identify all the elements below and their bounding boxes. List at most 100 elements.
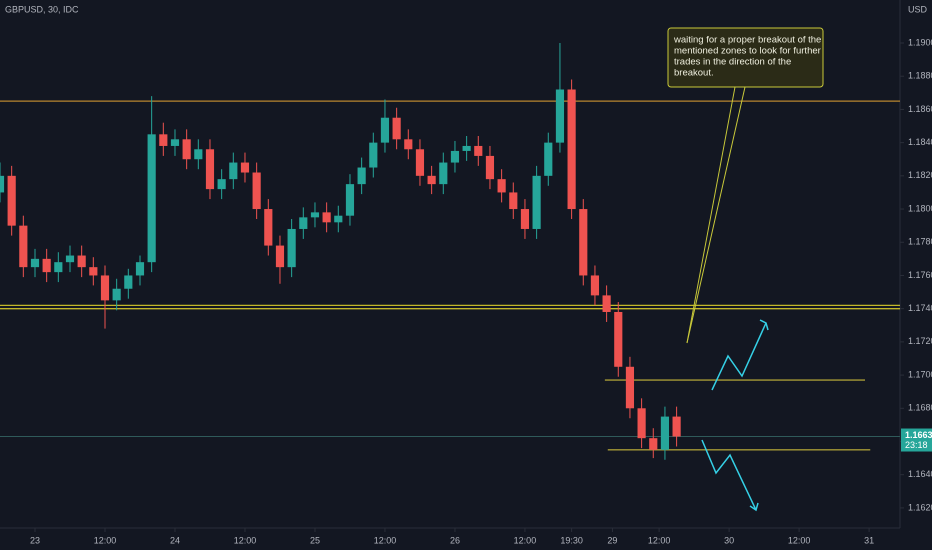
candle-body [415,149,425,176]
candle-body [672,416,681,437]
chart-title: GBPUSD, 30, IDC [5,4,79,14]
candle-body [660,416,670,450]
candle-body [450,150,460,163]
countdown-label: 23:18 [905,440,928,450]
candle-body [427,175,436,185]
x-tick-label: 24 [170,535,180,545]
callout-line: trades in the direction of the [674,57,791,68]
x-tick-label: 25 [310,535,320,545]
y-tick-label: 1.1740 [908,303,932,313]
x-tick-label: 30 [724,535,734,545]
x-tick-label: 12:00 [374,535,397,545]
x-tick-label: 26 [450,535,460,545]
callout-text: waiting for a proper breakout of thement… [673,35,821,79]
candle-body [240,162,250,173]
candle-body [287,228,296,268]
callout-line: breakout. [674,68,714,79]
candle-body [567,89,576,210]
y-tick-label: 1.1760 [908,270,932,280]
candle-body [380,117,390,143]
x-tick-label: 23 [30,535,40,545]
candle-body [229,162,238,180]
y-tick-label: 1.1640 [908,469,932,479]
last-price-label: 1.1663 [905,430,932,440]
candle-body [357,167,366,185]
candle-body [112,288,121,301]
y-tick-label: 1.1860 [908,104,932,114]
candle-body [520,209,530,229]
callout-pointer [686,86,736,344]
y-tick-label: 1.1880 [908,71,932,81]
candle-body [217,179,226,190]
candle-body [532,175,541,229]
candle-body [65,255,75,263]
candle-body [462,145,471,151]
candle-body [275,245,285,268]
candle-body [0,175,5,193]
x-tick-label: 12:00 [514,535,537,545]
x-tick-label: 12:00 [648,535,671,545]
y-tick-label: 1.1620 [908,502,932,512]
up-arrowhead [759,319,769,331]
candle-body [625,366,635,409]
down-arrow [701,439,757,511]
candle-body [42,258,51,273]
candle-body [497,179,506,193]
y-tick-label: 1.1900 [908,37,932,47]
candle-body [485,155,495,180]
candle-body [54,262,63,273]
y-tick-label: 1.1780 [908,237,932,247]
plot [0,43,900,460]
y-tick-label: 1.1700 [908,369,932,379]
last-price-tag [901,428,932,452]
candle-body [194,149,203,160]
currency-label: USD [908,4,928,14]
candle-body [369,142,378,168]
candle-body [404,139,413,150]
candle-body [205,149,215,190]
candle-body [252,172,261,210]
y-tick-label: 1.1680 [908,403,932,413]
down-arrowhead [749,502,759,512]
up-arrow [711,322,767,391]
callout-pointer [686,86,746,344]
candle-body [322,212,331,223]
candle-body [590,275,600,296]
y-tick-label: 1.1840 [908,137,932,147]
candle-body [7,175,16,226]
candle-body [509,192,518,210]
x-tick-label: 19:30 [560,535,583,545]
candle-body [544,142,553,176]
candle-body [89,267,98,276]
callout-line: waiting for a proper breakout of the [673,35,821,46]
candle-body [135,262,145,276]
candle-body [100,275,110,301]
candle-body [299,217,308,229]
x-tick-label: 12:00 [234,535,257,545]
x-tick-label: 12:00 [94,535,117,545]
candle-body [147,134,156,263]
callout-box [667,27,824,88]
x-tick-label: 12:00 [788,535,811,545]
candle-body [555,89,565,143]
callout-line: mentioned zones to look for further [674,46,821,57]
candle-body [602,295,611,312]
candle-body [310,212,320,218]
candle-body [439,162,448,185]
candle-body [392,117,401,140]
candle-body [170,139,180,146]
candle-body [474,145,483,156]
candle-body [649,438,658,450]
candle-body [345,184,355,216]
candle-body [124,275,133,289]
candle-body [614,311,623,367]
y-tick-label: 1.1800 [908,203,932,213]
candle-body [77,255,86,268]
y-tick-label: 1.1720 [908,336,932,346]
candle-body [637,408,646,439]
x-tick-label: 29 [607,535,617,545]
candle-body [19,225,28,268]
